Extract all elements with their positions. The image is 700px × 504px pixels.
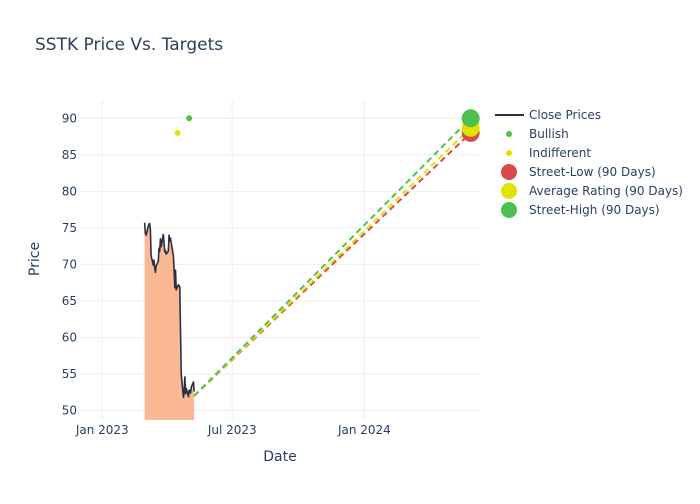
price-area-fill bbox=[144, 222, 195, 420]
chart-title: SSTK Price Vs. Targets bbox=[35, 35, 223, 55]
y-axis-title: Price bbox=[27, 242, 43, 276]
legend-label: Bullish bbox=[529, 127, 569, 141]
y-tick-label: 75 bbox=[62, 221, 77, 235]
legend-average-rating: Average Rating (90 Days) bbox=[501, 183, 683, 199]
legend-label: Street-Low (90 Days) bbox=[529, 165, 656, 179]
x-axis-title: Date bbox=[263, 449, 296, 465]
y-tick-label: 80 bbox=[62, 184, 77, 198]
legend-street-high: Street-High (90 Days) bbox=[501, 202, 660, 218]
average-rating-target-line bbox=[193, 127, 472, 397]
close-price-area bbox=[144, 222, 195, 420]
y-tick-label: 70 bbox=[62, 257, 77, 271]
legend-bullish: Bullish bbox=[506, 127, 569, 141]
legend-dot-symbol bbox=[506, 150, 512, 156]
legend-label: Street-High (90 Days) bbox=[529, 203, 660, 217]
indifferent-marker bbox=[174, 129, 181, 136]
legend-label: Indifferent bbox=[529, 146, 591, 160]
street-high-target-marker bbox=[461, 109, 480, 128]
x-tick-label: Jan 2023 bbox=[75, 423, 129, 437]
legend-marker-symbol bbox=[501, 183, 517, 199]
legend-indifferent: Indifferent bbox=[506, 146, 591, 160]
legend-label: Average Rating (90 Days) bbox=[529, 184, 683, 198]
axes: 50 55 60 65 70 75 80 85 90 Jan 2023 Jul 2023 Jan 20… bbox=[62, 111, 391, 437]
grid bbox=[80, 100, 480, 420]
y-tick-label: 60 bbox=[62, 330, 77, 344]
series-markers bbox=[174, 109, 480, 142]
close-price-line bbox=[143, 222, 195, 399]
y-tick-label: 50 bbox=[62, 404, 77, 418]
series-lines bbox=[143, 117, 472, 399]
legend-marker-symbol bbox=[501, 202, 517, 218]
y-tick-label: 85 bbox=[62, 148, 77, 162]
legend-marker-symbol bbox=[501, 164, 517, 180]
x-tick-label: Jan 2024 bbox=[337, 423, 391, 437]
legend-dot-symbol bbox=[506, 131, 512, 137]
y-tick-label: 65 bbox=[62, 294, 77, 308]
x-tick-label: Jul 2023 bbox=[207, 423, 257, 437]
legend: Close Prices Bullish Indifferent Street-Low… bbox=[495, 108, 683, 218]
street-high-target-line bbox=[193, 117, 472, 397]
y-tick-label: 55 bbox=[62, 367, 77, 381]
y-tick-label: 90 bbox=[62, 111, 77, 125]
legend-street-low: Street-Low (90 Days) bbox=[501, 164, 656, 180]
legend-close-prices: Close Prices bbox=[495, 108, 601, 122]
legend-label: Close Prices bbox=[529, 108, 601, 122]
bullish-marker bbox=[186, 115, 193, 122]
